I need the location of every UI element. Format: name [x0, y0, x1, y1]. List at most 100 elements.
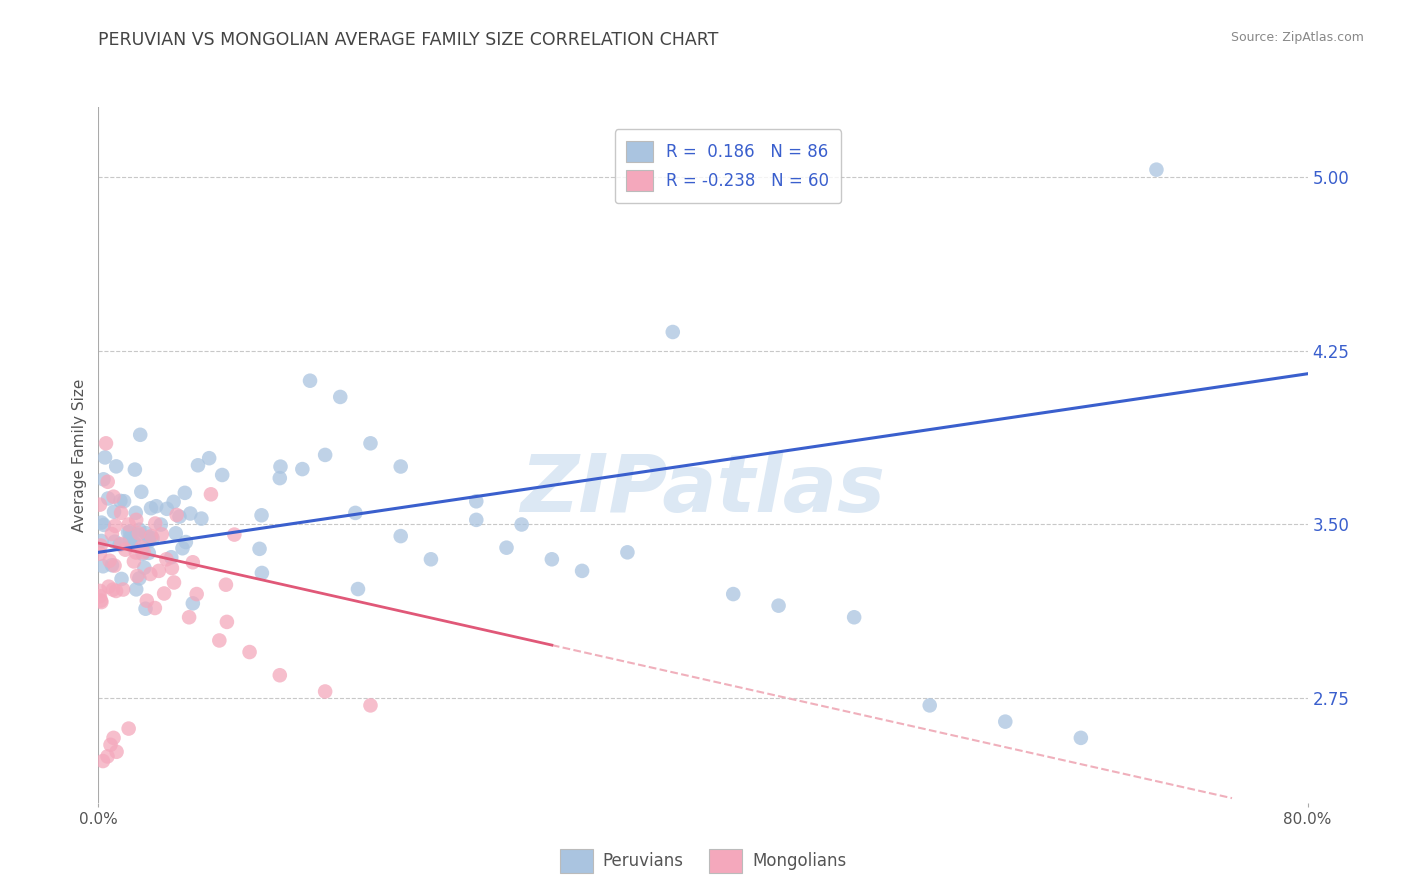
- Legend: Peruvians, Mongolians: Peruvians, Mongolians: [553, 842, 853, 880]
- Point: [124, 536, 146, 550]
- Point: [173, 486, 195, 500]
- Point: [93, 472, 115, 486]
- Point: [160, 561, 183, 575]
- Point: [616, 545, 638, 559]
- Point: [662, 325, 685, 339]
- Point: [138, 546, 160, 560]
- Point: [329, 390, 352, 404]
- Point: [110, 537, 132, 551]
- Point: [103, 505, 125, 519]
- Point: [165, 526, 187, 541]
- Point: [918, 698, 941, 713]
- Point: [134, 560, 156, 574]
- Point: [389, 529, 412, 543]
- Point: [90, 593, 112, 607]
- Point: [110, 494, 132, 508]
- Point: [314, 448, 336, 462]
- Point: [97, 580, 120, 594]
- Point: [118, 534, 141, 549]
- Point: [541, 552, 564, 566]
- Legend: R =  0.186   N = 86, R = -0.238   N = 60: R = 0.186 N = 86, R = -0.238 N = 60: [614, 129, 841, 203]
- Point: [110, 506, 132, 520]
- Point: [122, 554, 145, 568]
- Point: [94, 450, 117, 465]
- Point: [148, 564, 170, 578]
- Point: [103, 731, 125, 745]
- Point: [90, 595, 112, 609]
- Text: Source: ZipAtlas.com: Source: ZipAtlas.com: [1230, 31, 1364, 45]
- Point: [190, 511, 212, 525]
- Text: ZIPatlas: ZIPatlas: [520, 450, 886, 529]
- Point: [135, 593, 157, 607]
- Point: [187, 458, 209, 473]
- Point: [91, 754, 114, 768]
- Point: [347, 582, 370, 596]
- Point: [104, 519, 127, 533]
- Point: [249, 541, 271, 556]
- Point: [97, 475, 120, 489]
- Point: [101, 527, 124, 541]
- Point: [120, 530, 142, 544]
- Point: [138, 530, 160, 544]
- Point: [118, 524, 141, 539]
- Point: [420, 552, 443, 566]
- Point: [200, 487, 222, 501]
- Point: [127, 527, 149, 541]
- Point: [93, 517, 115, 532]
- Point: [128, 526, 150, 541]
- Point: [211, 468, 233, 483]
- Point: [844, 610, 866, 624]
- Point: [89, 547, 111, 561]
- Point: [112, 582, 135, 597]
- Point: [291, 462, 314, 476]
- Point: [125, 545, 148, 559]
- Point: [131, 540, 153, 554]
- Point: [91, 559, 114, 574]
- Point: [299, 374, 322, 388]
- Point: [181, 596, 204, 610]
- Point: [96, 749, 118, 764]
- Point: [314, 684, 336, 698]
- Point: [269, 668, 291, 682]
- Point: [128, 523, 150, 537]
- Point: [1146, 162, 1168, 177]
- Point: [90, 539, 112, 553]
- Point: [105, 584, 128, 599]
- Point: [131, 547, 153, 561]
- Point: [89, 498, 111, 512]
- Point: [145, 500, 167, 514]
- Point: [114, 542, 136, 557]
- Point: [135, 601, 157, 615]
- Point: [181, 555, 204, 569]
- Point: [198, 451, 221, 466]
- Point: [153, 586, 176, 600]
- Point: [1070, 731, 1092, 745]
- Point: [118, 722, 141, 736]
- Point: [138, 534, 160, 549]
- Point: [160, 550, 183, 565]
- Point: [120, 538, 142, 552]
- Point: [89, 583, 111, 598]
- Point: [139, 566, 162, 581]
- Point: [118, 517, 141, 532]
- Point: [186, 587, 208, 601]
- Point: [269, 471, 291, 485]
- Point: [100, 738, 122, 752]
- Point: [224, 527, 246, 541]
- Point: [166, 508, 188, 522]
- Text: PERUVIAN VS MONGOLIAN AVERAGE FAMILY SIZE CORRELATION CHART: PERUVIAN VS MONGOLIAN AVERAGE FAMILY SIZ…: [98, 31, 718, 49]
- Y-axis label: Average Family Size: Average Family Size: [72, 378, 87, 532]
- Point: [172, 541, 194, 556]
- Point: [163, 575, 186, 590]
- Point: [571, 564, 593, 578]
- Point: [250, 566, 273, 580]
- Point: [156, 501, 179, 516]
- Point: [131, 484, 153, 499]
- Point: [723, 587, 745, 601]
- Point: [215, 615, 238, 629]
- Point: [465, 494, 488, 508]
- Point: [143, 516, 166, 531]
- Point: [169, 509, 191, 524]
- Point: [108, 537, 131, 551]
- Point: [768, 599, 790, 613]
